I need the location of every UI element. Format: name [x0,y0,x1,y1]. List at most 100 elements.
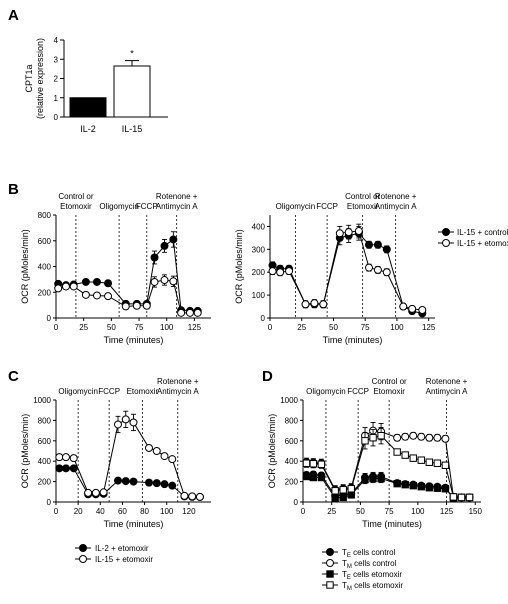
injection-label-3-line-0: Rotenone + [375,192,417,201]
series-point-circle [319,300,328,309]
injection-label-2-line-0: FCCP [136,202,158,211]
series-point-circle [152,479,161,488]
injection-label-2-line-1: Etomoxir [347,202,379,211]
x-tick-label: 100 [390,323,404,332]
legend-label-rest: cells etomoxir [352,581,403,590]
y-tick-label: 0 [294,498,299,507]
series-point-square [417,483,425,491]
series-point-square [425,484,434,492]
y-axis-label: OCR (pMoles/min) [234,229,244,304]
series-point-square [317,460,326,468]
series-point-square [393,448,401,456]
injection-label-1-line-0: FCCP [347,387,369,396]
y-tick-label: 0 [47,314,52,323]
series-point-circle [55,464,64,473]
x-tick-label: 0 [54,507,59,516]
y-tick-label: 400 [38,263,52,272]
y-tick-label: 300 [252,245,266,254]
series-point-square [361,437,369,445]
x-tick-label: 100 [411,507,425,516]
series-point-circle [129,418,138,427]
series-point-circle [344,228,353,237]
series-point-square [347,485,355,493]
injection-label-3-line-0: Rotenone + [426,377,468,386]
injection-label-3-line-1: Antimycin A [157,387,199,396]
x-tick-label: 25 [327,507,336,516]
y-tick-label: 4 [54,36,59,45]
panel-c-chart: 0 200 400 600 800 1000 0 20 40 60 80 100 120 Time (mi… [20,377,211,564]
y-tick-label: 400 [252,222,266,231]
series-point-circle [408,304,417,313]
legend-label-3: TM cells etomoxir [342,581,403,592]
legend-label-subscript: M [347,586,352,592]
y-tick-label: 200 [285,478,299,487]
injection-label-2-line-0: Control or [372,377,407,386]
panel-letter-d: D [262,368,273,385]
series-point-circle [160,241,169,250]
series-point-circle [152,447,161,455]
legend-label-main: T [342,581,347,590]
x-tick-label: 50 [356,507,365,516]
series-point-circle [160,452,169,461]
y-tick-label: 600 [285,437,299,446]
injection-label-0-line-0: Oligomycin [306,387,346,396]
series-point-square [369,434,377,442]
series-point-square [317,473,326,482]
series-point-square [425,458,434,466]
series-point-square [457,493,466,502]
series-point-circle [121,415,130,424]
x-tick-label: 125 [422,323,436,332]
series-point-circle [382,245,391,254]
y-tick-label: 2 [54,75,59,84]
significance-marker: * [130,49,134,59]
series-point-square [377,474,385,483]
series-point-circle [61,453,70,462]
injection-label-3-line-1: Antimycin A [156,202,198,211]
x-tick-label: 25 [297,323,306,332]
x-tick-label: IL-2 [80,124,96,134]
series-point-square [369,474,377,483]
y-tick-label: 0 [261,314,266,323]
series-point-circle [54,284,63,293]
series-point-square [441,485,450,493]
x-tick-label: 0 [301,507,306,516]
y-tick-label: 1000 [280,396,298,405]
legend-label-0: IL-2 + etomoxir [95,544,149,553]
series-point-circle [301,300,310,309]
y-tick-label: 0 [54,113,59,122]
y-tick-label: 400 [38,457,52,466]
injection-label-1-line-0: FCCP [316,202,338,211]
series-point-circle [418,305,427,314]
panel-letter-c: C [8,368,19,385]
x-axis-label: Time (minutes) [104,335,164,345]
legend-label-2: TE cells etomoxir [342,570,402,581]
series-point-circle [145,443,153,452]
y-tick-label: 200 [38,288,52,297]
legend-label-1: TM cells control [342,559,397,570]
x-tick-label: 60 [118,507,127,516]
series-point-circle [185,308,194,317]
x-axis-label: Time (minutes) [323,335,383,345]
series-point-square [393,479,401,488]
injection-label-2-line-0: Control or [345,192,380,201]
series-point-circle [55,453,64,462]
series-point-square [409,481,417,490]
injection-label-0-line-0: Control or [58,192,93,201]
series-point-circle [129,477,138,486]
legend-label-main: T [342,570,347,579]
legend-marker-square [326,570,334,578]
legend-marker-circle [442,239,450,247]
y-tick-label: 600 [38,437,52,446]
legend-label-rest: cells control [351,548,396,557]
series-point-circle [399,302,408,311]
y-tick-label: 800 [38,416,52,425]
series-point-square [465,493,474,502]
series-point-circle [354,227,363,236]
injection-label-0-line-0: Oligomycin [276,202,316,211]
x-tick-label: IL-15 [122,124,143,134]
legend-label-rest: cells control [352,559,397,568]
injection-label-1-line-0: Oligomycin [99,202,139,211]
injection-label-3-line-1: Antimycin A [426,387,468,396]
y-axis-label-line-1: (relative expression) [35,38,45,119]
injection-label-3-line-0: Rotenone + [156,192,198,201]
